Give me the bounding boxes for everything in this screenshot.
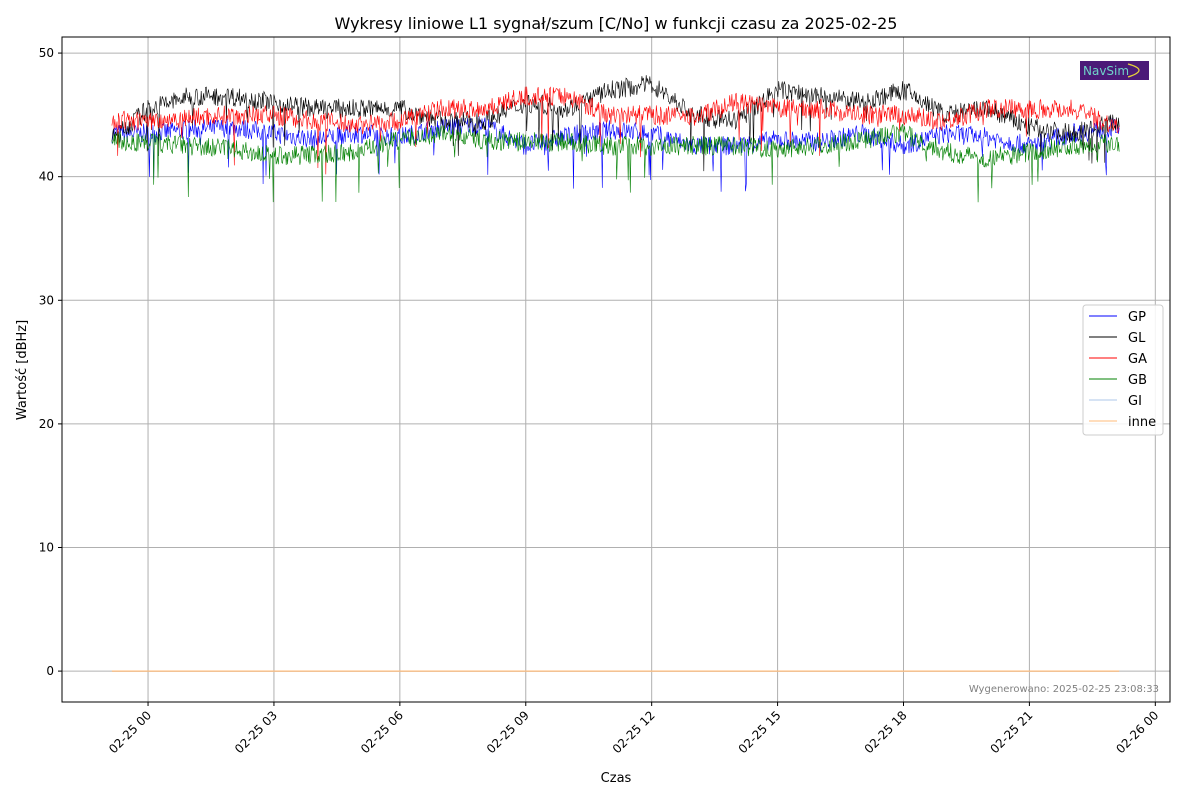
x-tick-label: 02-25 00 — [106, 708, 154, 756]
y-tick-label: 20 — [39, 417, 54, 431]
x-tick-label: 02-25 15 — [736, 708, 784, 756]
y-axis-label: Wartość [dBHz] — [15, 320, 30, 420]
y-tick-label: 40 — [39, 170, 54, 184]
x-tick-label: 02-25 12 — [610, 708, 658, 756]
x-tick-label: 02-25 06 — [358, 708, 406, 756]
y-tick-label: 50 — [39, 46, 54, 60]
series-lines — [111, 75, 1120, 672]
navsim-logo: NavSim — [1080, 61, 1149, 80]
series-line-GA — [111, 86, 1120, 175]
y-tick-label: 0 — [46, 664, 54, 678]
series-line-GL — [111, 75, 1120, 172]
x-tick-label: 02-25 18 — [862, 708, 910, 756]
legend-label-inne: inne — [1128, 415, 1156, 430]
series-line-GB — [111, 123, 1120, 203]
series-line-GP — [111, 116, 1120, 192]
x-tick-label: 02-25 03 — [232, 708, 280, 756]
x-tick-label: 02-25 09 — [484, 708, 532, 756]
x-tick-label: 02-26 00 — [1113, 708, 1161, 756]
chart-title: Wykresy liniowe L1 sygnał/szum [C/No] w … — [335, 14, 898, 33]
legend-label-GA: GA — [1128, 352, 1147, 367]
x-tick-label: 02-25 21 — [987, 708, 1035, 756]
x-axis-label: Czas — [601, 771, 632, 786]
legend-label-GI: GI — [1128, 394, 1142, 409]
svg-text:NavSim: NavSim — [1083, 64, 1129, 78]
y-tick-label: 10 — [39, 540, 54, 554]
generated-annotation: Wygenerowano: 2025-02-25 23:08:33 — [969, 684, 1159, 695]
y-tick-label: 30 — [39, 293, 54, 307]
legend: GP GL GA GB GI inne — [1082, 304, 1164, 436]
legend-label-GB: GB — [1128, 373, 1147, 388]
legend-label-GL: GL — [1128, 331, 1146, 346]
legend-label-GP: GP — [1128, 310, 1146, 325]
plot-frame — [61, 36, 1171, 703]
